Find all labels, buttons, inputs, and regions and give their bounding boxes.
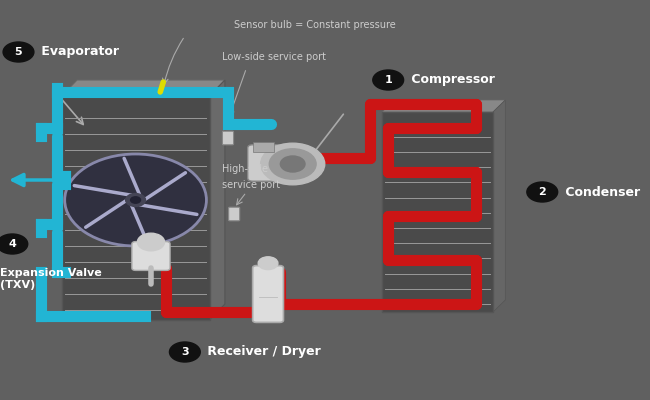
- Circle shape: [258, 257, 278, 270]
- Circle shape: [3, 42, 34, 62]
- FancyBboxPatch shape: [132, 242, 170, 270]
- Text: Receiver / Dryer: Receiver / Dryer: [203, 346, 321, 358]
- Text: service port: service port: [222, 180, 280, 190]
- Circle shape: [269, 149, 316, 179]
- Polygon shape: [209, 80, 225, 320]
- FancyBboxPatch shape: [395, 100, 505, 300]
- Polygon shape: [382, 100, 505, 112]
- FancyBboxPatch shape: [222, 131, 233, 145]
- Circle shape: [137, 233, 164, 251]
- FancyBboxPatch shape: [253, 266, 283, 322]
- Polygon shape: [493, 100, 505, 312]
- FancyBboxPatch shape: [253, 142, 274, 152]
- Text: Sensor bulb = Constant pressure: Sensor bulb = Constant pressure: [234, 20, 396, 30]
- Text: 2: 2: [538, 187, 546, 197]
- Circle shape: [170, 342, 200, 362]
- Circle shape: [125, 194, 146, 206]
- Text: High-side: High-side: [222, 164, 268, 174]
- FancyBboxPatch shape: [248, 145, 307, 181]
- FancyBboxPatch shape: [229, 207, 240, 221]
- Text: 5: 5: [15, 47, 22, 57]
- Text: Compressor: Compressor: [407, 74, 495, 86]
- Text: Condenser: Condenser: [561, 186, 640, 198]
- Text: 3: 3: [181, 347, 188, 357]
- Text: 4: 4: [8, 239, 16, 249]
- Circle shape: [373, 70, 404, 90]
- FancyBboxPatch shape: [382, 112, 493, 312]
- Circle shape: [65, 154, 207, 246]
- Circle shape: [0, 234, 28, 254]
- Circle shape: [131, 197, 140, 203]
- Polygon shape: [62, 80, 225, 96]
- Text: Expansion Valve
(TXV): Expansion Valve (TXV): [0, 268, 102, 290]
- Circle shape: [261, 143, 325, 185]
- Text: 1: 1: [384, 75, 392, 85]
- FancyBboxPatch shape: [77, 80, 225, 304]
- FancyBboxPatch shape: [62, 96, 209, 320]
- Circle shape: [280, 156, 305, 172]
- Text: Evaporator: Evaporator: [37, 46, 119, 58]
- Text: Low-side service port: Low-side service port: [222, 52, 326, 62]
- Circle shape: [527, 182, 558, 202]
